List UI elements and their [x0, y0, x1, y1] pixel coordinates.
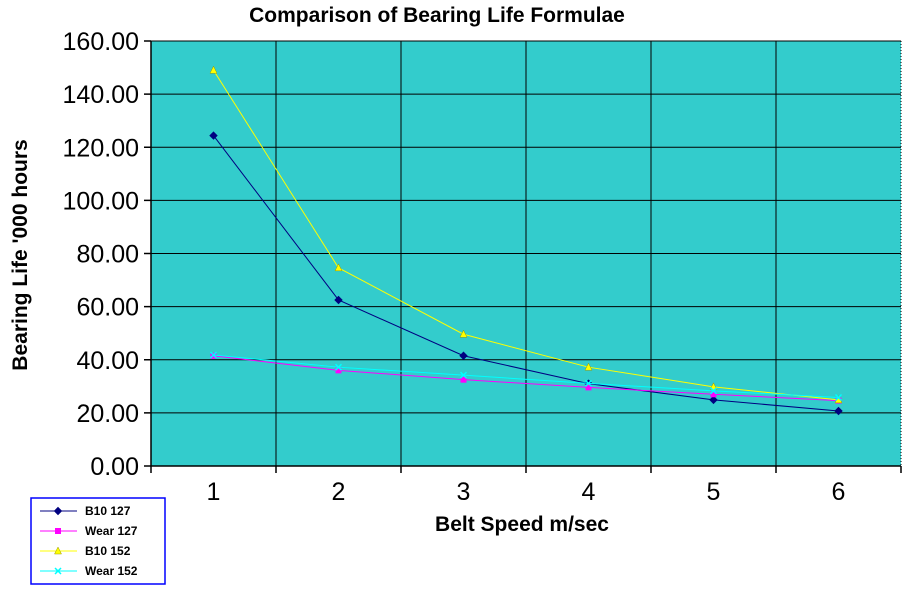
chart-title: Comparison of Bearing Life Formulae	[249, 4, 625, 27]
data-point-wear-152	[209, 351, 218, 359]
x-tick-label: 1	[207, 478, 221, 506]
series-group	[209, 65, 843, 416]
data-point-wear-127	[460, 376, 467, 383]
data-point-b10-152	[209, 65, 218, 74]
x-marker-stroke	[834, 393, 843, 401]
legend-item-wear-127: Wear 127	[40, 524, 138, 538]
data-point-wear-152	[709, 387, 718, 395]
data-point-wear-152	[459, 371, 468, 379]
legend-label: Wear 152	[85, 564, 138, 578]
series-line-b10-127	[213, 135, 839, 412]
x-marker-stroke	[709, 387, 718, 395]
legend-item-b10-152: B10 152	[40, 544, 131, 558]
legend-label: B10 127	[85, 504, 131, 518]
series-line-wear-152	[213, 354, 839, 398]
y-tick-label: 80.00	[76, 241, 139, 269]
x-tick-label: 6	[832, 478, 846, 506]
data-point-b10-127	[209, 131, 218, 140]
x-marker-stroke	[209, 351, 218, 359]
y-axis-ticks: 0.00 20.00 40.00 60.00 80.00 100.00 120.00 140.…	[63, 28, 151, 481]
data-point-b10-152	[459, 329, 468, 338]
data-point-wear-152	[334, 363, 343, 371]
series-wear-152	[209, 351, 843, 401]
legend-label: Wear 127	[85, 524, 138, 538]
series-line-b10-152	[213, 69, 839, 401]
x-tick-label: 3	[457, 478, 471, 506]
x-marker-stroke	[54, 567, 62, 575]
grid-lines	[151, 40, 901, 466]
data-point-b10-127	[334, 295, 343, 305]
data-point-b10-127	[709, 395, 718, 405]
legend-box	[30, 497, 166, 585]
y-tick-label: 20.00	[76, 400, 139, 428]
legend-marker	[55, 528, 61, 534]
x-tick-label: 2	[332, 478, 346, 506]
legend-item-wear-152: Wear 152	[40, 564, 138, 578]
y-tick-label: 0.00	[90, 453, 139, 481]
data-point-wear-152	[584, 379, 593, 387]
y-axis-label: Bearing Life '000 hours	[9, 139, 32, 370]
y-tick-label: 140.00	[63, 81, 139, 109]
data-point-wear-127	[585, 384, 592, 391]
data-point-b10-152	[584, 362, 593, 371]
x-marker-stroke	[584, 379, 593, 387]
data-point-wear-152	[834, 393, 843, 401]
x-axis-label: Belt Speed m/sec	[435, 513, 609, 536]
legend-marker	[53, 506, 63, 516]
x-marker-stroke	[334, 363, 343, 371]
data-point-b10-127	[459, 351, 468, 360]
data-point-wear-127	[335, 367, 342, 374]
x-marker-stroke	[459, 371, 468, 379]
legend-label: B10 152	[85, 544, 131, 558]
data-point-wear-127	[710, 391, 717, 398]
legend-marker	[54, 546, 62, 555]
x-tick-label: 5	[707, 478, 721, 506]
y-tick-label: 40.00	[76, 347, 139, 375]
series-line-wear-127	[213, 355, 839, 402]
legend: B10 127 Wear 127 B10 152 Wear 152	[30, 497, 166, 585]
y-tick-label: 100.00	[63, 187, 139, 215]
y-tick-label: 160.00	[63, 28, 139, 56]
data-point-b10-152	[334, 263, 343, 272]
legend-item-b10-127: B10 127	[40, 504, 131, 518]
data-point-b10-127	[834, 406, 843, 416]
legend-marker	[54, 567, 62, 575]
x-axis-ticks: 1 2 3 4 5 6	[150, 466, 902, 506]
y-tick-label: 60.00	[76, 294, 139, 322]
y-tick-label: 120.00	[63, 134, 139, 162]
x-tick-label: 4	[582, 478, 596, 506]
